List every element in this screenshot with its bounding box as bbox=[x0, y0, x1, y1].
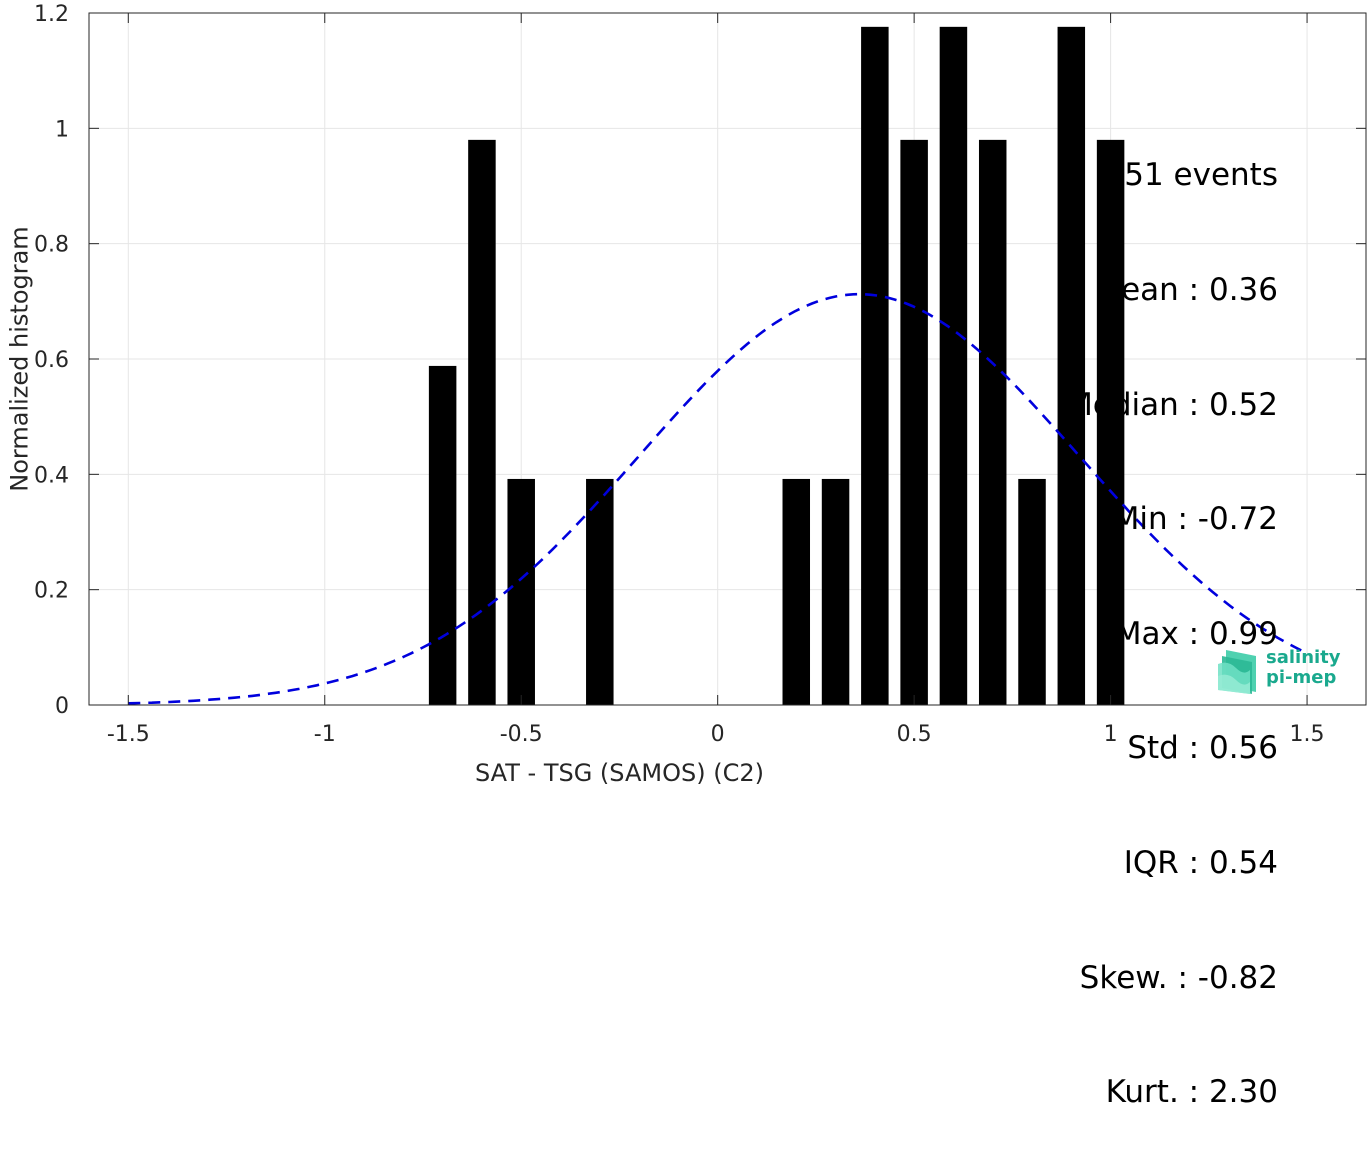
x-tick-label: 0.5 bbox=[897, 722, 932, 747]
y-tick-label: 0.2 bbox=[34, 579, 69, 604]
x-axis-label: SAT - TSG (SAMOS) (C2) bbox=[475, 759, 764, 785]
y-axis-label: Normalized histogram bbox=[5, 226, 33, 491]
stat-median: Median : 0.52 bbox=[1066, 386, 1278, 423]
x-axis-ticks: -1.5 -1 -0.5 0 0.5 1 1.5 bbox=[107, 13, 1325, 747]
histogram-bar bbox=[507, 478, 535, 705]
x-tick-label: -1.5 bbox=[107, 722, 150, 747]
histogram-bar bbox=[939, 26, 968, 705]
y-tick-label: 1.2 bbox=[34, 2, 69, 27]
y-tick-label: 0.8 bbox=[34, 233, 69, 258]
stat-kurt: Kurt. : 2.30 bbox=[1105, 1074, 1278, 1111]
histogram-bar bbox=[586, 478, 614, 705]
x-tick-label: 1.5 bbox=[1290, 722, 1325, 747]
stat-skew: Skew. : -0.82 bbox=[1079, 959, 1278, 996]
x-tick-label: 1 bbox=[1104, 722, 1118, 747]
stat-std: Std : 0.56 bbox=[1127, 730, 1278, 767]
histogram-bar bbox=[1018, 478, 1046, 705]
histogram-bars bbox=[428, 26, 1125, 705]
stat-min: Min : -0.72 bbox=[1112, 501, 1278, 538]
stat-count: # : 51 events bbox=[1058, 157, 1278, 194]
y-tick-label: 0.6 bbox=[34, 348, 69, 373]
y-tick-label: 0 bbox=[55, 694, 69, 719]
stat-iqr: IQR : 0.54 bbox=[1123, 844, 1278, 881]
x-tick-label: -1 bbox=[314, 722, 336, 747]
y-tick-label: 0.4 bbox=[34, 463, 69, 488]
logo-text: salinity pi-mep bbox=[1266, 648, 1341, 688]
normal-fit-curve bbox=[128, 292, 1308, 705]
logo-line2: pi-mep bbox=[1266, 667, 1337, 688]
histogram-bar bbox=[900, 139, 928, 705]
stat-mean: Mean : 0.36 bbox=[1094, 272, 1278, 308]
y-axis-ticks: 0 0.2 0.4 0.6 0.8 1 1.2 bbox=[34, 2, 1366, 719]
logo-waves-icon bbox=[1218, 650, 1256, 694]
y-tick-label: 1 bbox=[55, 117, 69, 142]
histogram-bar bbox=[1096, 139, 1125, 705]
histogram-bar bbox=[1057, 26, 1086, 705]
histogram-bar bbox=[782, 478, 811, 705]
x-tick-label: 0 bbox=[711, 722, 725, 747]
x-tick-label: -0.5 bbox=[500, 722, 543, 747]
stat-max: Max : 0.99 bbox=[1114, 615, 1278, 652]
salinity-pi-mep-logo: salinity pi-mep bbox=[1216, 646, 1346, 696]
histogram-bar bbox=[978, 139, 1007, 705]
histogram-bar bbox=[861, 26, 889, 705]
histogram-bar bbox=[428, 365, 457, 705]
statistics-box: # : 51 events Mean : 0.36 Median : 0.52 … bbox=[1010, 80, 1278, 1150]
histogram-bar bbox=[821, 478, 850, 705]
logo-line1: salinity bbox=[1266, 647, 1341, 668]
histogram-bar bbox=[468, 139, 496, 705]
histogram-chart: -1.5 -1 -0.5 0 0.5 1 1.5 0 0.2 0.4 0.6 0.8 1 1.2 SAT… bbox=[5, 2, 1367, 785]
